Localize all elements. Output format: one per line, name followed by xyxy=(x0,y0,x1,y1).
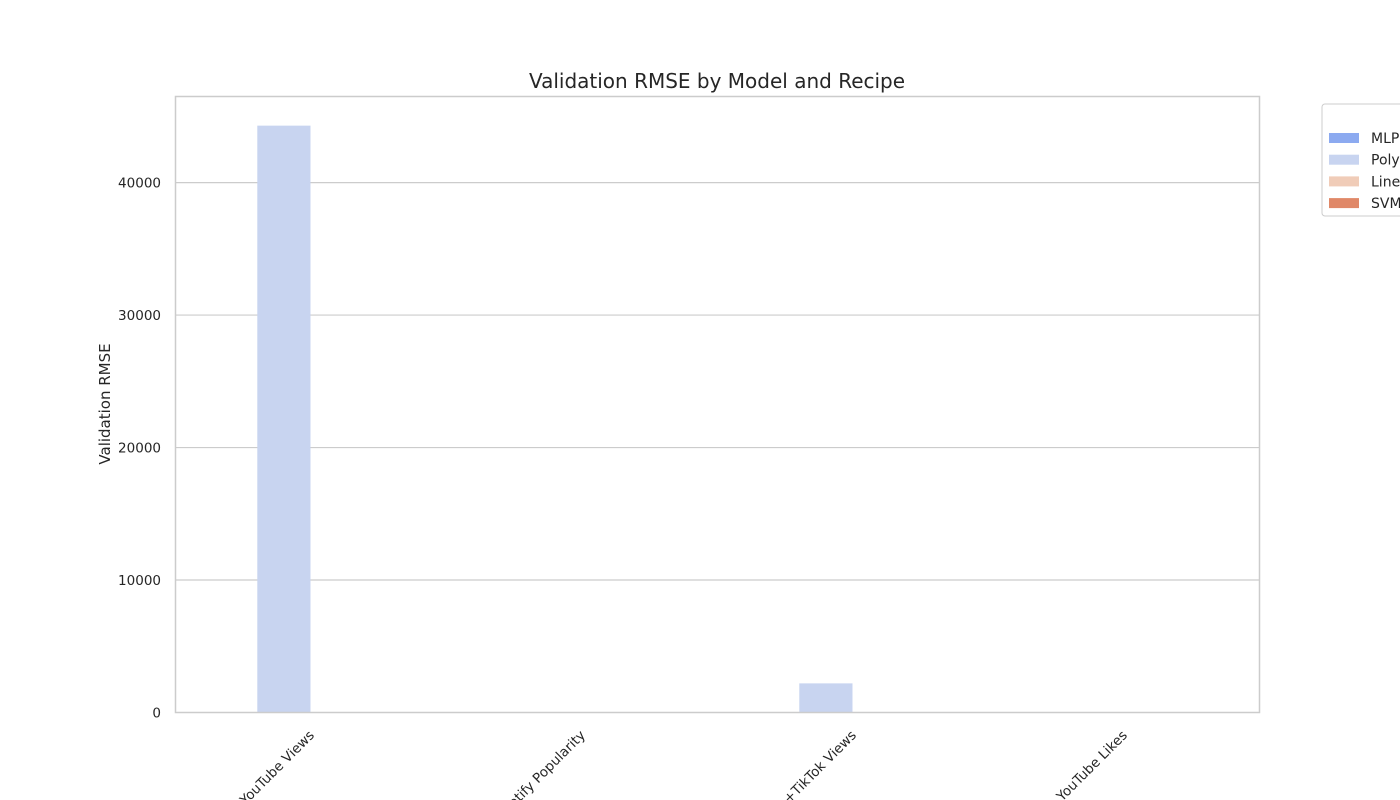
legend-swatch-mlp xyxy=(1329,133,1359,143)
legend-label-mlp: MLP xyxy=(1371,131,1399,147)
y-tick-label: 30000 xyxy=(118,308,161,324)
y-tick-label: 0 xyxy=(152,706,161,722)
legend-swatch-line xyxy=(1329,176,1359,187)
bar-poly xyxy=(799,683,853,713)
y-ticks: 0 10000 20000 30000 40000 xyxy=(118,176,161,722)
plot-frame xyxy=(174,95,1261,714)
legend-label-poly: Poly xyxy=(1371,153,1400,169)
bars xyxy=(257,125,853,713)
x-tick-label: YouTube Views xyxy=(236,728,318,800)
y-tick-label: 40000 xyxy=(118,176,161,192)
legend: MLP Poly Line SVM xyxy=(1321,103,1400,217)
legend-label-line: Line xyxy=(1371,174,1400,190)
y-axis-label: Validation RMSE xyxy=(96,343,114,464)
legend-swatch-poly xyxy=(1329,154,1359,165)
chart-title: Validation RMSE by Model and Recipe xyxy=(529,69,905,93)
y-tick-label: 10000 xyxy=(118,573,161,589)
gridlines xyxy=(175,182,1260,581)
x-tick-label: otify Popularity xyxy=(506,728,589,800)
x-tick-label: YouTube Likes xyxy=(1053,728,1131,800)
legend-swatch-svm xyxy=(1329,198,1359,209)
legend-frame xyxy=(1321,103,1400,217)
y-tick-label: 20000 xyxy=(118,441,161,457)
bar-poly xyxy=(257,125,311,713)
x-tick-label: +TikTok Views xyxy=(781,728,860,800)
legend-label-svm: SVM xyxy=(1371,196,1400,212)
x-ticks: YouTube Views otify Popularity +TikTok Vie… xyxy=(236,728,1131,800)
